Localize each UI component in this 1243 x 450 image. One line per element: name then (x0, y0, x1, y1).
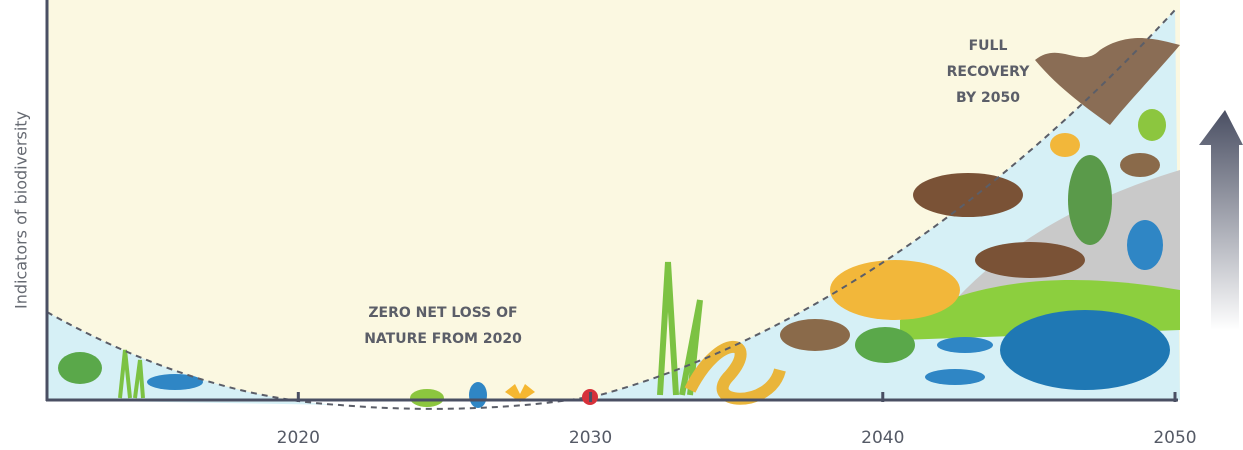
x-tick-label: 2050 (1153, 428, 1196, 448)
increase-arrow (1199, 110, 1243, 330)
x-tick-label: 2020 (277, 428, 320, 448)
annotation-line: BY 2050 (956, 90, 1020, 106)
y-axis-title: Indicators of biodiversity (12, 111, 31, 309)
annotation-line: ZERO NET LOSS OF (368, 305, 517, 321)
chart: Indicators of biodiversity ZERO NET LOSS… (0, 0, 1243, 450)
x-tick-label: 2030 (569, 428, 612, 448)
annotation-line: NATURE FROM 2020 (364, 331, 522, 347)
annotation-line: FULL (969, 38, 1008, 54)
x-tick-label: 2040 (861, 428, 904, 448)
annotation-line: RECOVERY (947, 64, 1031, 80)
